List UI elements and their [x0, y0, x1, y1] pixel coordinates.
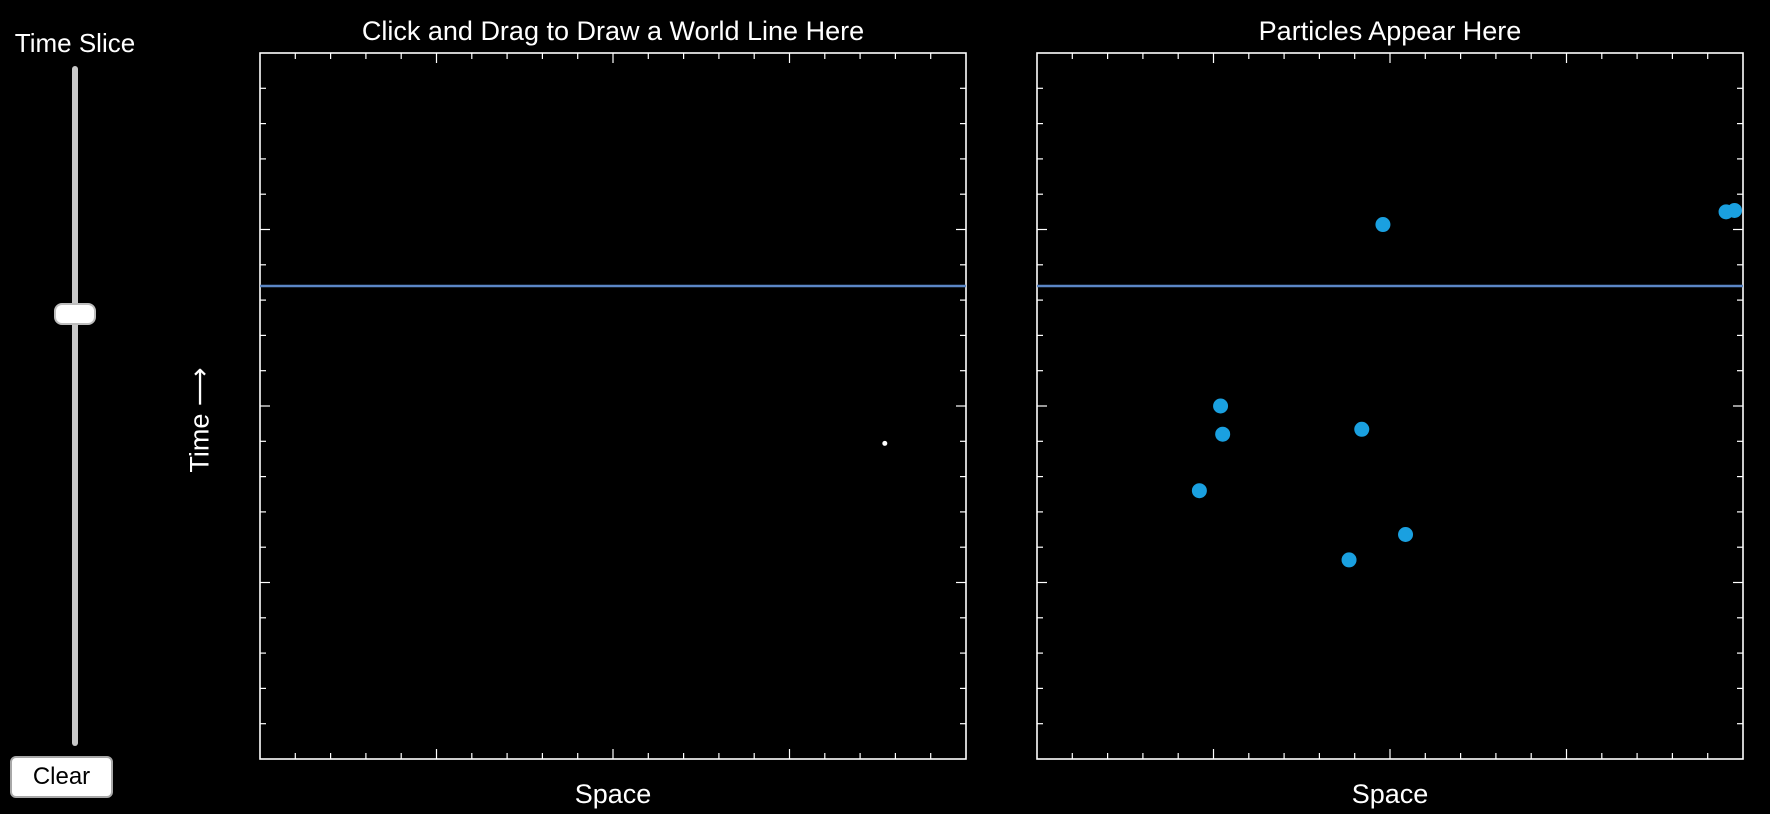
particle-point	[1341, 552, 1357, 568]
slider-title: Time Slice	[14, 28, 136, 58]
particle-point	[1375, 217, 1391, 233]
clear-button[interactable]: Clear	[10, 756, 113, 798]
left-plot-xlabel: Space	[574, 779, 652, 809]
right-plot-xlabel: Space	[1351, 779, 1429, 809]
particle-point	[1398, 526, 1414, 542]
particle-point	[1213, 398, 1229, 414]
particles-canvas	[1036, 52, 1744, 760]
left-plot-ylabel: Time ⟶	[184, 367, 215, 473]
particle-point	[1354, 421, 1370, 437]
right-plot-title: Particles Appear Here	[1258, 16, 1522, 46]
world-line-point	[882, 440, 888, 446]
world-line-frame	[259, 52, 967, 760]
particle-point	[1215, 426, 1231, 442]
time-slice-slider-track[interactable]	[72, 66, 78, 746]
world-line-canvas[interactable]	[259, 52, 967, 760]
particle-point	[1727, 202, 1743, 218]
particle-frame	[1036, 52, 1744, 760]
left-plot-title: Click and Drag to Draw a World Line Here	[361, 16, 865, 46]
time-slice-slider-thumb[interactable]	[54, 303, 96, 326]
particle-point	[1191, 483, 1207, 499]
